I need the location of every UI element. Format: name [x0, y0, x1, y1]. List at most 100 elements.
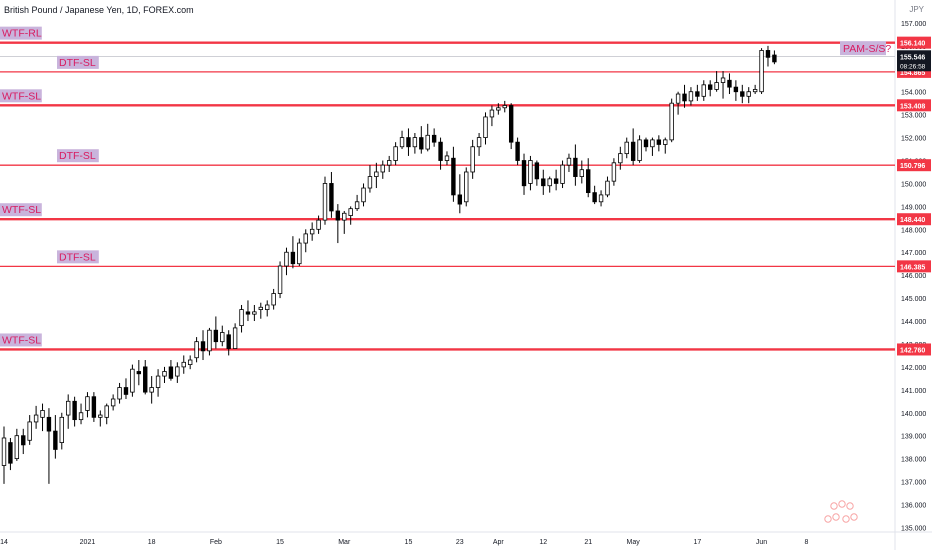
candle-up[interactable] [528, 160, 533, 184]
candle-up[interactable] [746, 91, 751, 97]
candle-up[interactable] [752, 89, 758, 93]
candle-up[interactable] [759, 50, 764, 93]
candle-down[interactable] [740, 91, 745, 97]
candle-up[interactable] [297, 242, 302, 265]
candle-up[interactable] [277, 265, 283, 294]
candle-up[interactable] [476, 137, 482, 148]
candle-up[interactable] [374, 171, 379, 177]
candle-up[interactable] [444, 155, 450, 161]
candle-up[interactable] [483, 116, 488, 138]
candle-down[interactable] [508, 105, 514, 143]
candle-up[interactable] [502, 105, 507, 109]
candle-up[interactable] [399, 137, 405, 148]
candle-up[interactable] [354, 201, 360, 210]
candle-up[interactable] [637, 139, 642, 161]
candle-down[interactable] [438, 141, 443, 161]
candle-up[interactable] [309, 228, 315, 235]
candle-up[interactable] [720, 77, 726, 83]
candle-down[interactable] [521, 160, 527, 187]
candle-up[interactable] [232, 327, 238, 349]
candle-up[interactable] [187, 359, 193, 366]
candle-up[interactable] [98, 414, 103, 418]
candle-down[interactable] [592, 192, 597, 203]
candle-up[interactable] [207, 329, 212, 352]
candle-up[interactable] [380, 164, 385, 173]
candle-down[interactable] [136, 371, 142, 375]
candle-down[interactable] [168, 366, 174, 379]
candle-up[interactable] [117, 387, 122, 400]
candle-up[interactable] [181, 361, 186, 368]
candle-up[interactable] [701, 84, 706, 97]
candle-down[interactable] [765, 50, 771, 58]
candle-up[interactable] [669, 102, 674, 141]
candle-down[interactable] [21, 435, 26, 446]
candle-up[interactable] [688, 91, 694, 102]
candle-up[interactable] [175, 366, 180, 377]
candle-down[interactable] [772, 54, 777, 63]
candle-up[interactable] [489, 109, 495, 118]
candle-down[interactable] [419, 137, 424, 150]
candle-down[interactable] [553, 178, 559, 184]
candle-up[interactable] [547, 178, 552, 187]
candle-up[interactable] [85, 396, 90, 411]
candle-up[interactable] [316, 219, 321, 230]
candle-down[interactable] [143, 366, 148, 393]
candle-down[interactable] [226, 334, 231, 349]
candle-up[interactable] [110, 398, 116, 407]
candle-up[interactable] [560, 164, 565, 184]
candle-down[interactable] [682, 93, 687, 102]
candle-up[interactable] [367, 176, 373, 189]
candle-down[interactable] [534, 162, 540, 180]
candle-up[interactable] [412, 137, 418, 148]
candle-down[interactable] [290, 251, 296, 265]
candle-up[interactable] [59, 416, 64, 443]
candle-down[interactable] [53, 430, 58, 450]
candle-up[interactable] [464, 171, 469, 203]
candle-down[interactable] [643, 139, 649, 148]
candle-up[interactable] [1, 437, 7, 466]
candle-down[interactable] [630, 141, 636, 161]
candle-up[interactable] [322, 183, 328, 221]
candle-up[interactable] [714, 82, 719, 90]
candle-up[interactable] [66, 400, 71, 416]
candle-up[interactable] [27, 421, 32, 441]
candle-up[interactable] [496, 107, 501, 111]
candle-down[interactable] [245, 311, 251, 315]
candle-down[interactable] [213, 329, 219, 343]
candle-up[interactable] [663, 139, 668, 145]
candle-up[interactable] [258, 306, 263, 310]
candle-up[interactable] [33, 414, 39, 423]
candle-up[interactable] [149, 387, 154, 393]
candle-up[interactable] [155, 375, 161, 388]
candle-down[interactable] [573, 157, 578, 177]
candle-up[interactable] [470, 146, 475, 173]
candle-up[interactable] [618, 153, 623, 164]
candle-up[interactable] [579, 169, 584, 177]
candle-up[interactable] [675, 93, 681, 104]
candle-down[interactable] [406, 137, 411, 148]
candle-up[interactable] [130, 368, 135, 393]
candle-up[interactable] [386, 160, 392, 166]
candle-down[interactable] [72, 400, 77, 421]
candle-down[interactable] [695, 91, 700, 97]
candle-up[interactable] [14, 435, 20, 460]
candle-up[interactable] [78, 412, 84, 421]
candle-down[interactable] [451, 157, 456, 196]
candle-down[interactable] [457, 194, 463, 205]
candle-down[interactable] [708, 84, 713, 90]
candle-down[interactable] [733, 86, 739, 93]
candle-up[interactable] [271, 293, 276, 306]
candle-up[interactable] [194, 341, 199, 359]
candle-up[interactable] [361, 187, 366, 203]
candle-up[interactable] [303, 233, 308, 244]
candle-up[interactable] [40, 410, 45, 418]
candle-up[interactable] [566, 157, 572, 166]
candle-down[interactable] [727, 79, 732, 88]
candle-up[interactable] [605, 180, 610, 196]
candle-up[interactable] [624, 141, 629, 155]
candle-up[interactable] [284, 251, 289, 267]
candle-up[interactable] [342, 212, 347, 221]
candle-down[interactable] [335, 210, 341, 221]
